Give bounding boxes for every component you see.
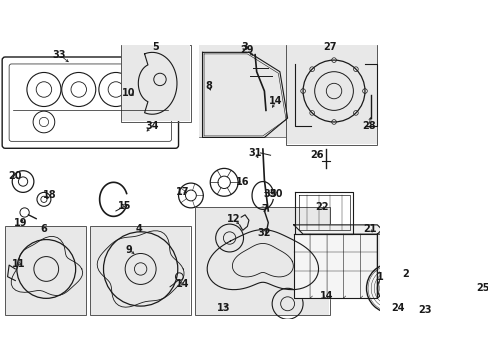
Text: 33: 33 — [53, 50, 66, 60]
Text: 18: 18 — [42, 190, 56, 201]
Text: 27: 27 — [323, 42, 336, 52]
Text: 9: 9 — [125, 245, 132, 255]
Text: 10: 10 — [122, 88, 136, 98]
Polygon shape — [293, 225, 386, 234]
Text: 20: 20 — [9, 171, 22, 181]
Bar — [90, 226, 190, 315]
Bar — [195, 208, 329, 315]
Text: 14: 14 — [176, 279, 189, 289]
Text: 23: 23 — [418, 305, 431, 315]
Bar — [198, 45, 291, 138]
Text: 6: 6 — [41, 224, 47, 234]
Text: 4: 4 — [136, 224, 142, 234]
Text: 15: 15 — [118, 201, 132, 211]
Text: 25: 25 — [475, 283, 488, 293]
Bar — [122, 45, 190, 121]
Bar — [6, 227, 85, 315]
Bar — [91, 227, 190, 315]
Text: 32: 32 — [257, 228, 271, 238]
Text: 14: 14 — [319, 291, 332, 301]
Text: 13: 13 — [217, 303, 230, 312]
Text: 28: 28 — [361, 121, 375, 131]
Text: 14: 14 — [269, 96, 282, 106]
Text: 16: 16 — [236, 177, 249, 187]
Text: 35: 35 — [264, 189, 277, 199]
Text: 2: 2 — [401, 269, 408, 279]
Bar — [285, 45, 377, 145]
Bar — [286, 45, 376, 144]
Text: 12: 12 — [226, 214, 240, 224]
Polygon shape — [377, 225, 386, 298]
Text: 29: 29 — [240, 45, 254, 55]
Bar — [199, 45, 290, 137]
Bar — [449, 284, 488, 314]
Text: 5: 5 — [152, 42, 159, 52]
Text: 21: 21 — [362, 224, 376, 234]
Text: 17: 17 — [176, 186, 189, 197]
Text: 22: 22 — [315, 202, 328, 212]
Text: 7: 7 — [261, 204, 267, 215]
Bar — [121, 45, 190, 122]
Text: 31: 31 — [248, 148, 262, 158]
Text: 1: 1 — [376, 272, 383, 282]
Text: 34: 34 — [145, 121, 159, 131]
Text: 3: 3 — [241, 42, 248, 52]
Text: 8: 8 — [205, 81, 212, 91]
Bar — [194, 207, 329, 315]
Text: 19: 19 — [14, 217, 27, 228]
Polygon shape — [293, 234, 377, 298]
Text: 26: 26 — [309, 150, 323, 160]
Text: 30: 30 — [269, 189, 282, 199]
Text: 24: 24 — [391, 303, 404, 312]
Bar — [5, 226, 86, 315]
Text: 11: 11 — [12, 258, 25, 269]
